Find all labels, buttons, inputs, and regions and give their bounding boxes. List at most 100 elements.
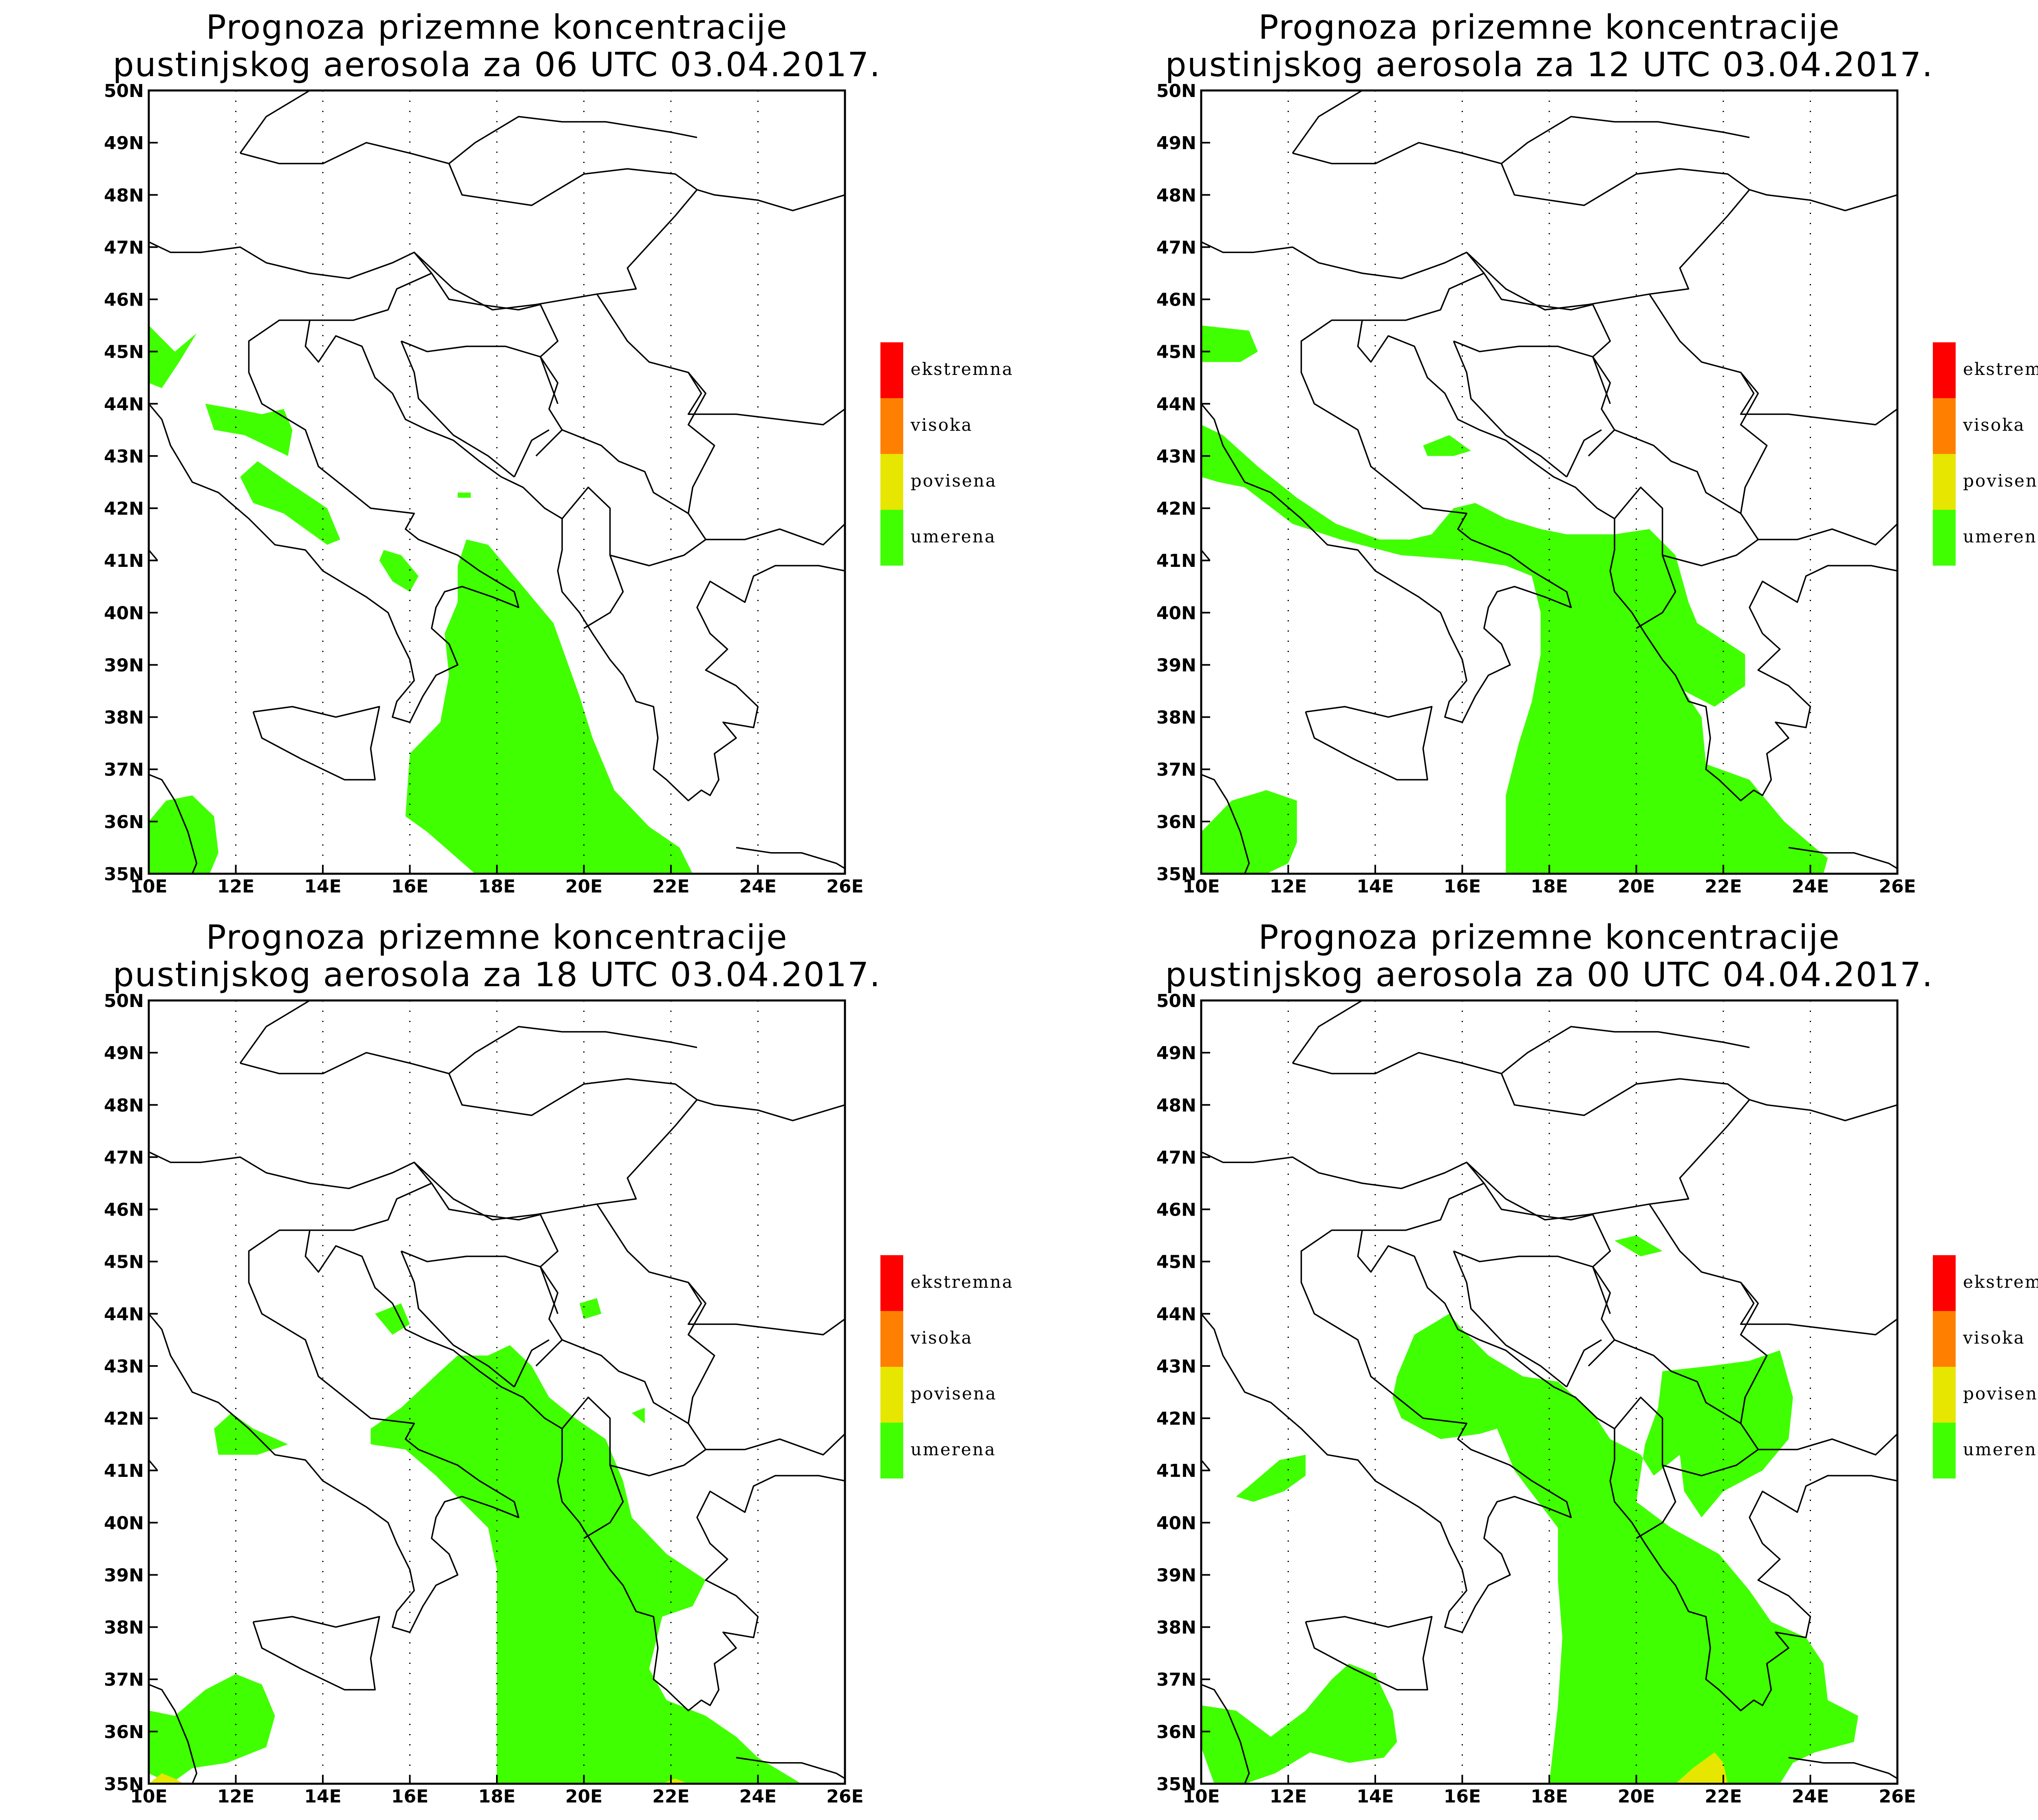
lon-tick-label: 18E [1531, 1786, 1568, 1807]
title-line-1: Prognoza prizemne koncentracije [206, 8, 788, 47]
country-border [514, 429, 549, 477]
lat-tick-label: 35N [1156, 1774, 1196, 1795]
aerosol-regions [149, 325, 693, 874]
country-border [448, 116, 697, 164]
lon-tick-label: 10E [130, 876, 167, 897]
lon-tick-label: 14E [1356, 1786, 1394, 1807]
legend-label-povisena: povisena [1963, 471, 2038, 491]
country-border [1453, 1250, 1611, 1314]
legend-swatch-umerena [1933, 510, 1956, 566]
lat-tick-label: 49N [104, 133, 144, 154]
legend-swatch-povisena [1933, 1367, 1956, 1423]
country-border [706, 1433, 845, 1456]
coastline [252, 1616, 380, 1691]
axis-ticks: 35N 36N 37N 38N 39N 40N 41N 42N 43N 44N 45N 46N 47N 4… [104, 81, 864, 897]
lat-tick-label: 42N [104, 1408, 144, 1429]
legend-label-visoka: visoka [1963, 415, 2025, 435]
lat-tick-label: 36N [1156, 1722, 1196, 1743]
country-border [1614, 1339, 1741, 1424]
country-border [514, 1339, 549, 1387]
aerosol-region-umerena [149, 325, 197, 388]
lat-tick-label: 44N [104, 1304, 144, 1325]
legend-swatch-ekstremna [1933, 342, 1956, 398]
lat-tick-label: 40N [104, 603, 144, 624]
lon-tick-label: 20E [565, 1786, 602, 1807]
lat-tick-label: 39N [1156, 1565, 1196, 1586]
aerosol-region-umerena [1615, 1235, 1663, 1256]
aerosol-region-umerena [1423, 435, 1471, 456]
coastline [1357, 1230, 1897, 1712]
legend-swatch-umerena [1933, 1423, 1956, 1478]
country-border [448, 1026, 697, 1074]
aerosol-region-umerena [205, 403, 293, 456]
legend-swatch-umerena [880, 1423, 903, 1478]
aerosol-regions [1201, 325, 1828, 874]
country-border [310, 272, 432, 321]
country-border [149, 1151, 563, 1367]
coastline [252, 706, 380, 781]
legend-label-visoka: visoka [910, 1328, 973, 1348]
country-border [1740, 372, 1768, 540]
lon-tick-label: 10E [1182, 876, 1220, 897]
lon-tick-label: 26E [1879, 876, 1916, 897]
map-panel-4: 35N 36N 37N 38N 39N 40N 41N 42N 43N 44N 45N 46N 47N 4… [1156, 991, 2038, 1807]
lat-tick-label: 48N [1156, 185, 1196, 206]
aerosol-regions [1201, 1235, 1858, 1784]
legend-swatch-ekstremna [880, 1255, 903, 1311]
aerosol-region-umerena [375, 1303, 410, 1335]
legend-swatch-povisena [880, 454, 903, 510]
country-border [1466, 1099, 1897, 1221]
country-border [1201, 1151, 1615, 1367]
lat-tick-label: 41N [104, 1461, 144, 1481]
country-border [400, 1251, 515, 1388]
legend-label-ekstremna: ekstremna [911, 1272, 1014, 1292]
legend-label-umerena: umerena [1963, 527, 2038, 546]
country-border [1501, 116, 1750, 164]
country-border [1649, 293, 1897, 425]
aerosol-region-umerena [1201, 425, 1828, 874]
map-title: Prognoza prizemne koncentracije pustinjsk… [67, 9, 926, 84]
aerosol-region-umerena [149, 1674, 275, 1784]
lon-tick-label: 24E [739, 876, 776, 897]
lat-tick-label: 50N [104, 991, 144, 1011]
lat-tick-label: 43N [104, 446, 144, 467]
map-panel-3: 35N 36N 37N 38N 39N 40N 41N 42N 43N 44N 45N 46N 47N 4… [104, 991, 1014, 1807]
legend-label-visoka: visoka [1963, 1328, 2025, 1348]
legend-label-visoka: visoka [910, 415, 973, 435]
lon-tick-label: 24E [1792, 876, 1829, 897]
coastline [1305, 1616, 1433, 1691]
legend-label-ekstremna: ekstremna [1963, 1272, 2038, 1292]
axis-ticks: 35N 36N 37N 38N 39N 40N 41N 42N 43N 44N 45N 46N 47N 4… [104, 991, 864, 1807]
lat-tick-label: 46N [104, 290, 144, 311]
aerosol-region-umerena [1201, 790, 1297, 874]
country-border [687, 372, 715, 540]
country-border [414, 189, 845, 311]
lat-tick-label: 37N [104, 760, 144, 780]
lon-tick-label: 16E [1444, 1786, 1481, 1807]
lat-tick-label: 47N [1156, 237, 1196, 258]
gridlines [1288, 1000, 1811, 1784]
lat-tick-label: 36N [104, 812, 144, 833]
map-title: Prognoza prizemne koncentracije pustinjsk… [67, 919, 926, 994]
lat-tick-label: 39N [104, 655, 144, 676]
coastline [304, 320, 845, 802]
aerosol-region-umerena [457, 492, 471, 498]
title-line-2: pustinjskog aerosola za 18 UTC 03.04.201… [112, 956, 881, 994]
country-border [149, 241, 563, 457]
country-border [1758, 523, 1897, 546]
coastline [1201, 1229, 1572, 1633]
legend: ekstremna visoka povisena umerena [880, 1255, 1014, 1478]
lon-tick-label: 12E [1270, 876, 1307, 897]
aerosol-region-umerena [371, 1345, 802, 1784]
gridlines [1288, 90, 1811, 874]
aerosol-region-umerena [405, 539, 693, 874]
lat-tick-label: 35N [1156, 864, 1196, 885]
legend-swatch-povisena [1933, 454, 1956, 510]
map-title: Prognoza prizemne koncentracije pustinjsk… [1120, 919, 1979, 994]
lat-tick-label: 46N [1156, 1200, 1196, 1221]
lat-tick-label: 44N [104, 394, 144, 415]
legend-swatch-povisena [880, 1367, 903, 1423]
lon-tick-label: 18E [478, 876, 515, 897]
lat-tick-label: 36N [104, 1722, 144, 1743]
